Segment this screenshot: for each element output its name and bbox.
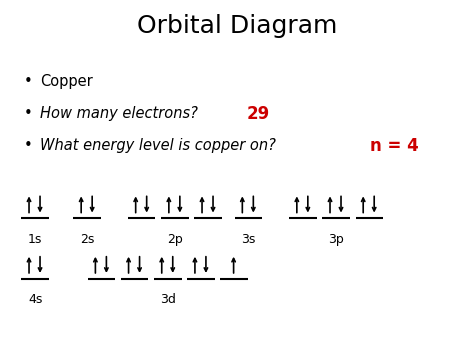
Text: •: • (24, 138, 32, 153)
Text: What energy level is copper on?: What energy level is copper on? (40, 138, 276, 153)
Text: 2p: 2p (167, 233, 183, 246)
Text: Copper: Copper (40, 74, 93, 89)
Text: 3d: 3d (160, 294, 176, 306)
Text: 3p: 3p (328, 233, 344, 246)
Text: 29: 29 (246, 105, 270, 122)
Text: 2s: 2s (80, 233, 94, 246)
Text: Orbital Diagram: Orbital Diagram (137, 14, 337, 38)
Text: How many electrons?: How many electrons? (40, 106, 198, 121)
Text: •: • (24, 74, 32, 89)
Text: 1s: 1s (28, 233, 42, 246)
Text: 3s: 3s (241, 233, 255, 246)
Text: n = 4: n = 4 (370, 137, 419, 154)
Text: •: • (24, 106, 32, 121)
Text: 4s: 4s (28, 294, 42, 306)
